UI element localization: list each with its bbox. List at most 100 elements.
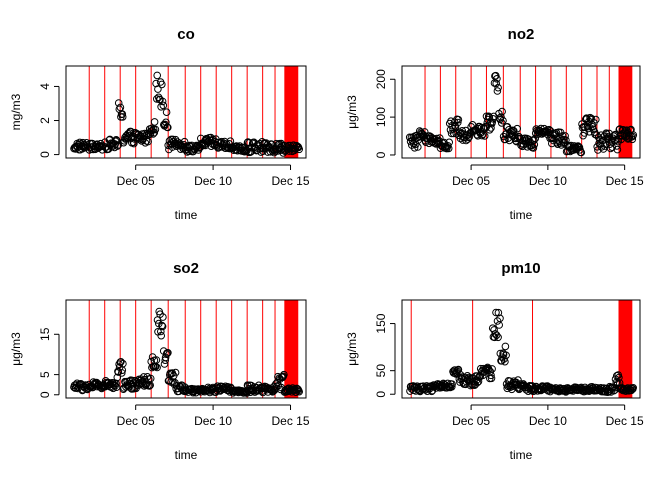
data-point (203, 135, 211, 144)
data-point (151, 125, 160, 134)
data-point (574, 142, 582, 150)
data-point (118, 113, 127, 121)
data-point (495, 321, 504, 329)
data-point (164, 123, 172, 132)
data-point (488, 365, 496, 373)
x-tick-label: Dec 15 (272, 414, 310, 428)
data-point (149, 130, 157, 138)
data-point (152, 79, 160, 88)
data-point (629, 384, 638, 392)
data-point (583, 115, 591, 123)
y-axis-label: mg/m3 (9, 93, 23, 130)
x-axis-label: time (510, 208, 533, 222)
x-tick-label: Dec 10 (194, 414, 232, 428)
points (405, 71, 638, 157)
data-point (157, 331, 165, 340)
data-point (158, 321, 166, 330)
data-point (140, 129, 149, 138)
chart-so2: so2 0 5 15 μg/m3 Dec 05 Dec 10 Dec 15 time (9, 260, 310, 462)
data-point (629, 131, 638, 139)
data-point (161, 353, 170, 362)
points (406, 308, 638, 397)
data-point (167, 369, 176, 378)
data-point (610, 386, 618, 395)
data-point (577, 148, 586, 157)
data-point (580, 129, 589, 137)
data-point (244, 138, 252, 146)
y-tick-label: 2 (38, 117, 52, 124)
data-point (117, 358, 125, 366)
data-point (145, 382, 154, 390)
data-point (113, 136, 121, 145)
data-point (180, 137, 189, 146)
data-point (499, 116, 507, 125)
data-point (148, 363, 156, 372)
data-point (448, 380, 456, 389)
data-point (494, 83, 502, 92)
data-point (613, 145, 622, 154)
data-point (615, 373, 623, 382)
data-point (146, 374, 155, 383)
data-point (112, 383, 121, 392)
y-tick-label: 5 (38, 371, 52, 378)
data-point (113, 373, 122, 382)
chart-title: co (177, 26, 195, 43)
data-point (153, 363, 161, 372)
data-point (162, 108, 171, 116)
data-point (157, 327, 165, 336)
y-tick-label: 100 (374, 107, 388, 127)
plot-frame (401, 65, 641, 159)
x-tick-label: Dec 10 (194, 174, 232, 188)
data-point (493, 87, 502, 95)
data-point (130, 139, 138, 148)
data-point (492, 79, 501, 88)
chart-co: co 0 2 4 mg/m3 Dec 05 Dec 10 Dec 15 time (9, 26, 310, 222)
data-point (159, 313, 167, 321)
data-point (628, 135, 637, 144)
data-point (487, 124, 495, 132)
data-point (494, 333, 502, 342)
data-point (496, 314, 504, 323)
data-point (514, 376, 522, 384)
data-point (164, 349, 172, 357)
data-point (494, 308, 503, 317)
data-point (448, 383, 456, 391)
data-point (492, 308, 500, 317)
data-point (531, 134, 540, 143)
x-tick-label: Dec 05 (117, 414, 155, 428)
data-point (447, 129, 456, 138)
data-point (473, 378, 482, 387)
x-tick-label: Dec 10 (529, 174, 567, 188)
data-point (545, 125, 553, 134)
data-point (445, 138, 454, 147)
x-tick-label: Dec 15 (606, 414, 644, 428)
data-point (207, 142, 215, 150)
plot-frame (65, 65, 307, 159)
data-point (295, 387, 304, 396)
data-point (115, 360, 123, 369)
data-point (513, 124, 522, 133)
data-point (529, 144, 538, 152)
data-point (492, 71, 500, 80)
data-point (478, 131, 486, 140)
x-axis-label: time (175, 448, 198, 462)
data-point (150, 118, 159, 126)
data-point (114, 99, 123, 107)
points (70, 307, 304, 397)
y-axis: 0 5 15 (38, 327, 60, 398)
data-point (493, 317, 502, 325)
data-point (217, 137, 226, 146)
data-point (158, 80, 166, 89)
y-axis-label: μg/m3 (345, 95, 359, 129)
data-point (562, 136, 570, 144)
plot-frame (401, 299, 641, 399)
plot-frame (65, 299, 307, 399)
data-point (158, 322, 167, 331)
data-point (158, 97, 167, 106)
chart-title: so2 (173, 260, 199, 277)
data-point (111, 140, 119, 148)
y-axis: 0 50 150 (374, 313, 396, 398)
data-point (118, 110, 127, 118)
y-tick-label: 200 (374, 69, 388, 89)
chart-no2: no2 0 100 200 μg/m3 Dec 05 Dec 10 Dec 15 time (345, 26, 644, 222)
